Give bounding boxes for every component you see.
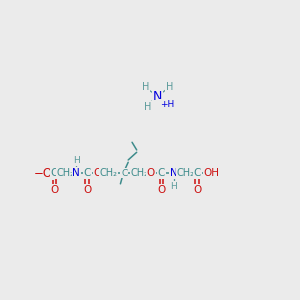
Text: O: O — [158, 185, 166, 195]
Text: +H: +H — [160, 100, 174, 109]
Text: H: H — [142, 82, 149, 92]
Text: N: N — [170, 168, 178, 178]
Text: C: C — [51, 168, 58, 178]
Text: O: O — [50, 185, 59, 195]
Text: C: C — [121, 169, 127, 178]
Text: −O: −O — [34, 167, 53, 180]
Text: N: N — [153, 90, 162, 103]
Text: O: O — [146, 168, 155, 178]
Text: H: H — [166, 82, 173, 92]
Text: H: H — [170, 182, 177, 191]
Text: CH₂: CH₂ — [100, 168, 118, 178]
Text: O: O — [94, 168, 102, 178]
Text: CH₂: CH₂ — [131, 168, 149, 178]
Text: N: N — [72, 168, 80, 178]
Text: C: C — [83, 168, 91, 178]
Text: O: O — [193, 185, 201, 195]
Text: C: C — [158, 168, 165, 178]
Text: C: C — [194, 168, 201, 178]
Text: CH₂: CH₂ — [56, 168, 74, 178]
Text: H: H — [73, 156, 80, 165]
Text: CH₂: CH₂ — [176, 168, 194, 178]
Text: O: O — [83, 185, 91, 195]
Text: H: H — [144, 102, 151, 112]
Text: OH: OH — [204, 168, 220, 178]
